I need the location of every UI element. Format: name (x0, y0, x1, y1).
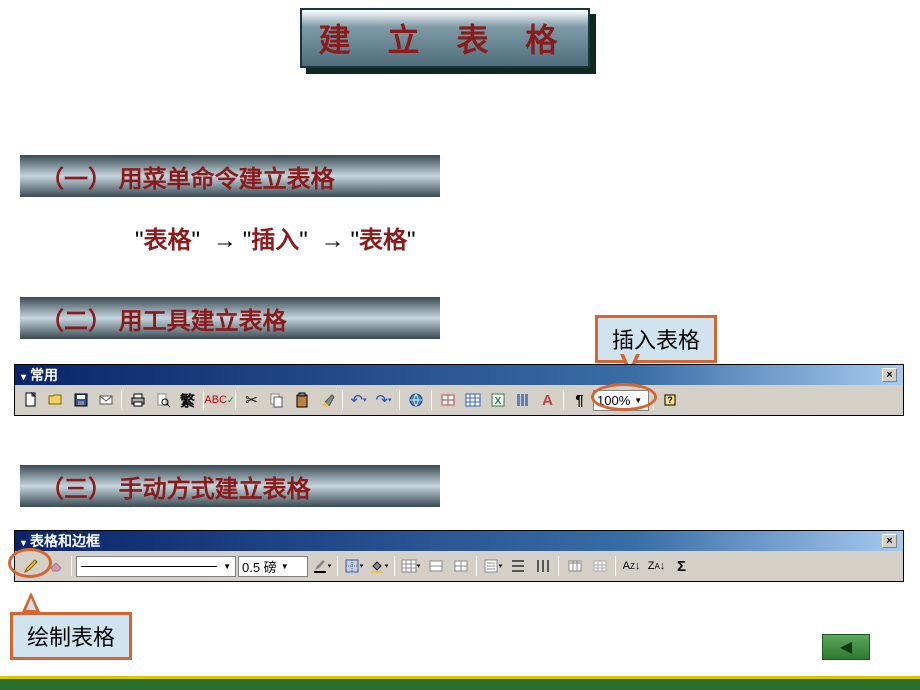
toolbar-standard-body: 繁 ABC✓ ✂ ↶▾ ↷▾ X A ¶ 100%▼ ? (15, 385, 903, 415)
bottom-bar (0, 676, 920, 690)
toolbar-standard: ▾常用 × 繁 ABC✓ ✂ ↶▾ ↷▾ X A ¶ 100%▼ (14, 364, 904, 416)
print-icon[interactable] (126, 389, 149, 412)
pen-color-icon[interactable]: ▾ (310, 555, 333, 578)
toolbar-tables-body: ▼ 0.5 磅▼ ▾ ▾ ▾ ▾ ▾ AZ↓ ZA↓ Σ (15, 551, 903, 581)
hyperlink-icon[interactable] (404, 389, 427, 412)
border-icon[interactable]: ▾ (342, 555, 365, 578)
help-icon[interactable]: ? (658, 389, 681, 412)
separator (71, 556, 72, 576)
brush-icon[interactable] (315, 389, 338, 412)
callout-draw-tail (22, 592, 40, 612)
insert-table-icon[interactable]: ▾ (399, 555, 422, 578)
sort-asc-icon[interactable]: AZ↓ (620, 555, 643, 578)
highlight-draw-table (8, 548, 52, 578)
section-bar-1: （一） 用菜单命令建立表格 (20, 155, 440, 197)
cut-icon[interactable]: ✂ (240, 389, 263, 412)
separator (342, 390, 343, 410)
section-1-text: （一） 用菜单命令建立表格 (40, 159, 335, 194)
section-bar-2: （二） 用工具建立表格 (20, 297, 440, 339)
preview-icon[interactable] (151, 389, 174, 412)
nav-back-button[interactable]: ◀ (822, 634, 870, 660)
toolbar-tables-header[interactable]: ▾表格和边框 × (15, 531, 903, 551)
callout-draw-table: 绘制表格 (10, 612, 132, 660)
callout-insert-table: 插入表格 (595, 315, 717, 363)
excel-icon[interactable]: X (486, 389, 509, 412)
spellcheck-icon[interactable]: ABC✓ (208, 389, 231, 412)
svg-text:?: ? (667, 395, 673, 405)
mail-icon[interactable] (94, 389, 117, 412)
autoformat-icon[interactable] (563, 555, 586, 578)
title-box: 建 立 表 格 (300, 8, 590, 68)
redo-icon[interactable]: ↷▾ (372, 389, 395, 412)
fill-color-icon[interactable]: ▾ (367, 555, 390, 578)
show-marks-icon[interactable]: ¶ (568, 389, 591, 412)
toolbar-dropdown-icon: ▾ (21, 372, 26, 383)
align-icon[interactable]: ▾ (481, 555, 504, 578)
insert-table-icon[interactable] (461, 389, 484, 412)
toolbar-tables-borders: ▾表格和边框 × ▼ 0.5 磅▼ ▾ ▾ ▾ ▾ ▾ AZ↓ ZA↓ Σ (14, 530, 904, 582)
tables-borders-icon[interactable] (436, 389, 459, 412)
new-icon[interactable] (19, 389, 42, 412)
grid-icon[interactable] (588, 555, 611, 578)
copy-icon[interactable] (265, 389, 288, 412)
split-cells-icon[interactable] (449, 555, 472, 578)
paste-icon[interactable] (290, 389, 313, 412)
separator (615, 556, 616, 576)
columns-icon[interactable] (511, 389, 534, 412)
separator (558, 556, 559, 576)
menu-path: "表格" →"插入" →"表格" (135, 220, 416, 255)
separator (121, 390, 122, 410)
highlight-insert-table (591, 383, 657, 411)
svg-text:X: X (494, 396, 501, 407)
separator (337, 556, 338, 576)
separator (431, 390, 432, 410)
separator (394, 556, 395, 576)
separator (399, 390, 400, 410)
line-weight-dropdown[interactable]: 0.5 磅▼ (238, 556, 308, 577)
autosum-icon[interactable]: Σ (670, 555, 693, 578)
traditional-icon[interactable]: 繁 (176, 389, 199, 412)
separator (476, 556, 477, 576)
separator (235, 390, 236, 410)
open-icon[interactable] (44, 389, 67, 412)
drawing-icon[interactable]: A (536, 389, 559, 412)
distribute-rows-icon[interactable] (506, 555, 529, 578)
line-style-dropdown[interactable]: ▼ (76, 556, 236, 577)
section-2-text: （二） 用工具建立表格 (40, 301, 287, 336)
section-3-text: （三） 手动方式建立表格 (40, 469, 311, 504)
close-icon[interactable]: × (882, 534, 897, 548)
title-text: 建 立 表 格 (319, 15, 572, 61)
distribute-cols-icon[interactable] (531, 555, 554, 578)
close-icon[interactable]: × (882, 368, 897, 382)
separator (563, 390, 564, 410)
toolbar-standard-header[interactable]: ▾常用 × (15, 365, 903, 385)
sort-desc-icon[interactable]: ZA↓ (645, 555, 668, 578)
undo-icon[interactable]: ↶▾ (347, 389, 370, 412)
section-bar-3: （三） 手动方式建立表格 (20, 465, 440, 507)
merge-cells-icon[interactable] (424, 555, 447, 578)
save-icon[interactable] (69, 389, 92, 412)
